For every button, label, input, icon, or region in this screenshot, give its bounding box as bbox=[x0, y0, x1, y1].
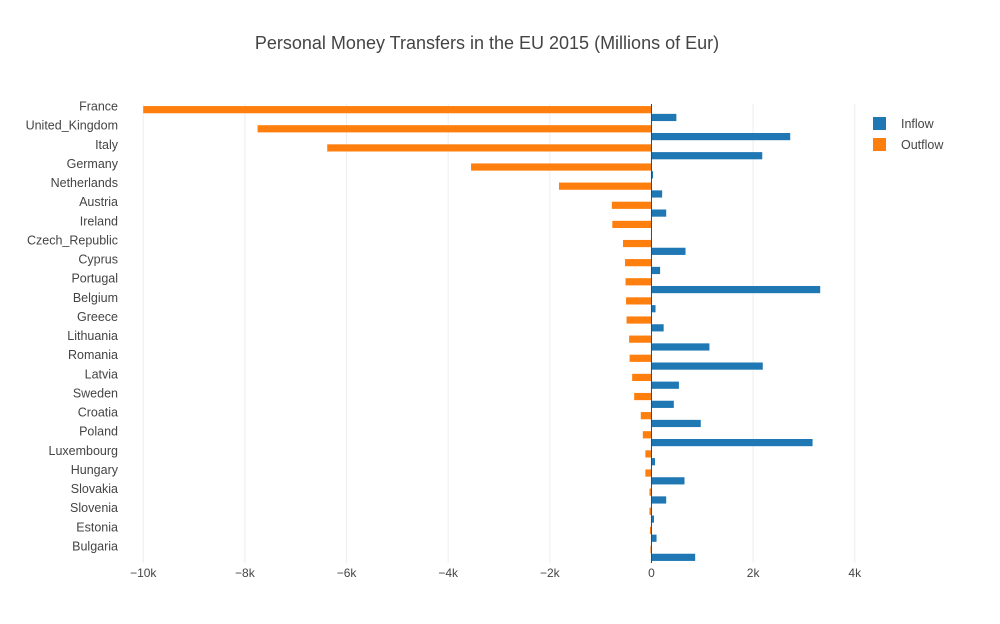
category-label: Greece bbox=[77, 310, 118, 324]
category-label: Italy bbox=[95, 138, 119, 152]
bar-outflow-Belgium[interactable] bbox=[626, 297, 652, 305]
bar-outflow-Ireland[interactable] bbox=[612, 220, 652, 229]
category-label: Estonia bbox=[76, 520, 118, 534]
bar-inflow-Luxembourg[interactable] bbox=[651, 458, 656, 466]
bar-inflow-Italy[interactable] bbox=[651, 152, 763, 160]
bar-outflow-Latvia[interactable] bbox=[632, 373, 652, 382]
category-label: Croatia bbox=[78, 406, 118, 420]
bar-inflow-Lithuania[interactable] bbox=[651, 343, 710, 351]
category-label: Cyprus bbox=[78, 253, 118, 267]
x-tick-label: 0 bbox=[648, 566, 655, 580]
category-labels: France United_Kingdom Italy Germany Netherla… bbox=[26, 100, 119, 554]
bar-inflow-Slovenia[interactable] bbox=[651, 515, 655, 523]
bars bbox=[143, 106, 821, 561]
category-label: Lithuania bbox=[67, 329, 118, 343]
bar-outflow-Portugal[interactable] bbox=[625, 278, 652, 286]
bar-outflow-Germany[interactable] bbox=[471, 163, 652, 171]
x-tick-label: −4k bbox=[438, 566, 459, 580]
bar-outflow-Bulgaria[interactable] bbox=[650, 545, 652, 554]
bar-inflow-Germany[interactable] bbox=[651, 171, 653, 179]
category-label: Portugal bbox=[71, 272, 118, 286]
bar-inflow-Croatia[interactable] bbox=[651, 419, 701, 428]
bar-outflow-United_Kingdom[interactable] bbox=[257, 125, 652, 133]
category-label: Czech_Republic bbox=[27, 233, 118, 247]
bar-outflow-France[interactable] bbox=[143, 106, 652, 114]
bar-inflow-Netherlands[interactable] bbox=[651, 190, 663, 198]
grid-lines bbox=[142, 104, 856, 563]
bar-outflow-Austria[interactable] bbox=[611, 201, 652, 209]
category-label: Netherlands bbox=[51, 176, 118, 190]
category-label: Slovakia bbox=[71, 482, 118, 496]
bar-inflow-Poland[interactable] bbox=[651, 438, 813, 447]
bar-inflow-United_Kingdom[interactable] bbox=[651, 132, 791, 141]
legend[interactable]: Inflow Outflow bbox=[873, 117, 944, 152]
category-label: Germany bbox=[67, 157, 119, 171]
category-label: Austria bbox=[79, 195, 118, 209]
category-label: Poland bbox=[79, 425, 118, 439]
bar-outflow-Poland[interactable] bbox=[642, 431, 652, 439]
x-tick-label: −8k bbox=[235, 566, 256, 580]
legend-swatch-outflow[interactable] bbox=[873, 138, 886, 151]
bar-outflow-Cyprus[interactable] bbox=[625, 259, 652, 267]
bar-outflow-Hungary[interactable] bbox=[645, 469, 652, 477]
legend-swatch-inflow[interactable] bbox=[873, 117, 886, 130]
bar-inflow-Portugal[interactable] bbox=[651, 285, 821, 294]
bar-inflow-Greece[interactable] bbox=[651, 324, 664, 332]
category-label: Slovenia bbox=[70, 501, 118, 515]
bar-inflow-France[interactable] bbox=[651, 113, 677, 122]
bar-inflow-Austria[interactable] bbox=[651, 209, 667, 217]
chart-title: Personal Money Transfers in the EU 2015 … bbox=[254, 33, 720, 53]
x-tick-label: −10k bbox=[130, 566, 157, 580]
bar-inflow-Latvia[interactable] bbox=[651, 381, 679, 389]
category-label: Bulgaria bbox=[72, 539, 118, 553]
category-label: Luxembourg bbox=[49, 444, 119, 458]
x-tick-label: 2k bbox=[747, 566, 761, 580]
bar-outflow-Croatia[interactable] bbox=[640, 412, 652, 420]
legend-label-outflow[interactable]: Outflow bbox=[901, 138, 944, 152]
bar-outflow-Estonia[interactable] bbox=[649, 526, 652, 535]
bar-inflow-Sweden[interactable] bbox=[651, 400, 674, 408]
category-label: Sweden bbox=[73, 386, 118, 400]
category-label: France bbox=[79, 100, 118, 114]
x-tick-label: −2k bbox=[540, 566, 561, 580]
x-tick-label: −6k bbox=[337, 566, 358, 580]
bar-outflow-Greece[interactable] bbox=[626, 316, 652, 324]
category-label: United_Kingdom bbox=[26, 119, 118, 133]
bar-inflow-Hungary[interactable] bbox=[651, 477, 685, 485]
bar-outflow-Italy[interactable] bbox=[327, 144, 652, 152]
bar-inflow-Cyprus[interactable] bbox=[651, 266, 661, 275]
bar-outflow-Romania[interactable] bbox=[629, 354, 652, 362]
x-tick-label: 4k bbox=[848, 566, 862, 580]
bar-inflow-Estonia[interactable] bbox=[651, 534, 657, 542]
category-label: Latvia bbox=[85, 367, 118, 381]
bar-outflow-Slovakia[interactable] bbox=[649, 488, 652, 496]
bar-outflow-Sweden[interactable] bbox=[634, 392, 652, 401]
category-label: Hungary bbox=[71, 463, 119, 477]
bar-outflow-Czech_Republic[interactable] bbox=[623, 239, 652, 248]
bar-outflow-Luxembourg[interactable] bbox=[645, 450, 652, 458]
legend-label-inflow[interactable]: Inflow bbox=[901, 117, 935, 131]
bar-inflow-Romania[interactable] bbox=[651, 362, 763, 370]
category-label: Belgium bbox=[73, 291, 118, 305]
bar-inflow-Bulgaria[interactable] bbox=[651, 553, 696, 561]
bar-inflow-Belgium[interactable] bbox=[651, 305, 656, 313]
x-tick-labels: −10k −8k −6k −4k −2k 0 2k 4k bbox=[130, 566, 862, 580]
category-label: Ireland bbox=[80, 214, 118, 228]
bar-inflow-Czech_Republic[interactable] bbox=[651, 247, 686, 255]
bar-outflow-Netherlands[interactable] bbox=[558, 182, 652, 190]
bar-inflow-Slovakia[interactable] bbox=[651, 496, 667, 504]
bar-outflow-Lithuania[interactable] bbox=[629, 335, 652, 343]
bar-outflow-Slovenia[interactable] bbox=[649, 507, 652, 515]
category-label: Romania bbox=[68, 348, 118, 362]
